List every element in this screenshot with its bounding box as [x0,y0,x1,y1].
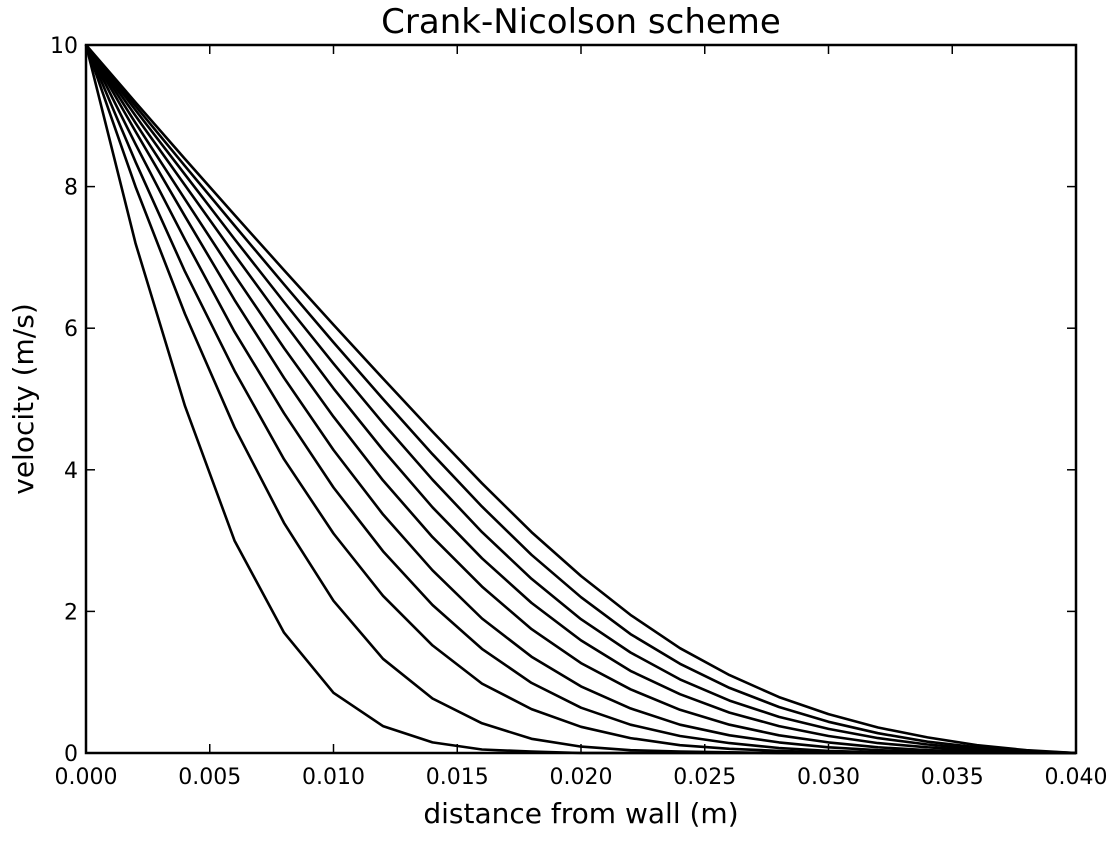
series-line-9 [84,44,1077,755]
series-line-5 [84,44,1076,755]
series-line-7 [84,44,1077,755]
axis-ticks: 0.000 0.005 0.010 0.015 0.020 0.025 0.030 0.035… [50,34,1107,790]
x-tick-label: 0.035 [921,765,984,790]
x-tick-label: 0.025 [673,765,736,790]
y-tick-label: 6 [64,317,78,342]
y-tick-label: 10 [50,34,78,59]
y-tick-label: 8 [64,176,78,201]
x-tick-label: 0.015 [426,765,489,790]
x-tick-label: 0.030 [797,765,860,790]
y-tick-label: 4 [64,459,78,484]
series-line-10 [85,44,1077,755]
series-line-4 [84,44,1076,755]
x-tick-label: 0.010 [302,765,365,790]
plot-frame [84,43,1078,755]
series-line-6 [84,44,1077,755]
x-tick-label: 0.020 [550,765,613,790]
series-line-8 [84,44,1077,755]
x-tick-label: 0.005 [178,765,241,790]
series-line-3 [84,44,1076,755]
chart-title: Crank-Nicolson scheme [381,2,781,42]
y-axis-label: velocity (m/s) [7,303,40,494]
series-line-1 [84,44,1076,755]
x-axis-label: distance from wall (m) [423,797,738,830]
series-line-2 [84,44,1076,755]
y-tick-label: 0 [64,742,78,767]
y-tick-label: 2 [64,600,78,625]
x-tick-label: 0.040 [1045,765,1108,790]
x-tick-label: 0.000 [55,765,118,790]
series-lines [84,44,1077,755]
